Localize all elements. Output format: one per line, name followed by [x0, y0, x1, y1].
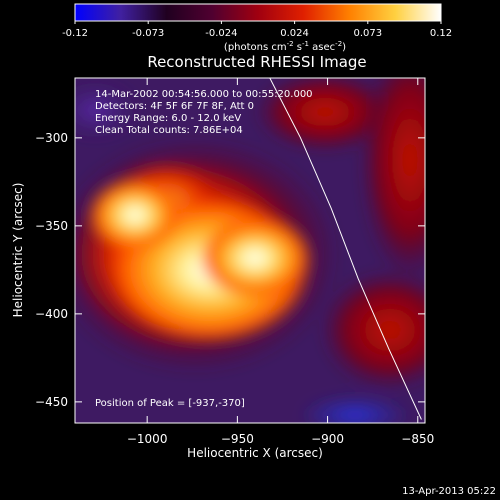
colorbar-tick-label: -0.073 — [132, 28, 164, 39]
y-tick-label: −300 — [35, 131, 68, 145]
colorbar-tick-label: 0.12 — [430, 28, 452, 39]
x-tick-label: −1000 — [127, 432, 168, 446]
x-tick-label: −950 — [221, 432, 254, 446]
colorbar-unit: (photons cm-2 s-1 asec-2) — [224, 40, 346, 53]
info-line: Clean Total counts: 7.86E+04 — [95, 125, 243, 136]
heatmap-image — [75, 78, 425, 423]
x-tick-label: −900 — [311, 432, 344, 446]
y-axis-label: Heliocentric Y (arcsec) — [11, 183, 25, 318]
axes: −1000 −950 −900 −850 −300 −350 −400 −450 — [35, 78, 434, 446]
y-tick-label: −350 — [35, 219, 68, 233]
colorbar — [74, 3, 442, 22]
info-line: 14-Mar-2002 00:54:56.000 to 00:55:20.000 — [95, 89, 313, 100]
colorbar-ticks: -0.12 -0.073 -0.024 0.024 0.073 0.12 — [62, 21, 452, 39]
peak-position-label: Position of Peak = [-937,-370] — [95, 398, 245, 409]
colorbar-tick-label: 0.073 — [353, 28, 382, 39]
info-text: 14-Mar-2002 00:54:56.000 to 00:55:20.000… — [95, 89, 313, 136]
plot-frame — [74, 77, 426, 424]
colorbar-tick-label: 0.024 — [280, 28, 309, 39]
info-line: Energy Range: 6.0 - 12.0 keV — [95, 113, 241, 124]
timestamp: 13-Apr-2013 05:22 — [402, 486, 496, 497]
x-tick-label: −850 — [401, 432, 434, 446]
solar-limb-line — [269, 78, 422, 420]
y-tick-label: −450 — [35, 395, 68, 409]
y-tick-label: −400 — [35, 307, 68, 321]
colorbar-tick-label: -0.024 — [205, 28, 237, 39]
chart-title: Reconstructed RHESSI Image — [147, 53, 366, 71]
x-axis-label: Heliocentric X (arcsec) — [187, 446, 323, 460]
colorbar-tick-label: -0.12 — [62, 28, 88, 39]
info-line: Detectors: 4F 5F 6F 7F 8F, Att 0 — [95, 101, 254, 112]
